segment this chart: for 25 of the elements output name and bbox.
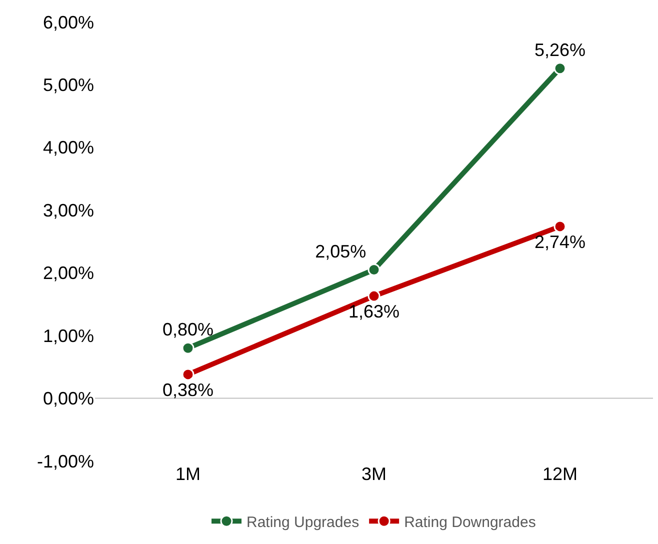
point (554, 62, 566, 75)
point (368, 263, 380, 276)
point (182, 368, 194, 381)
y-tick-label: -1,00% (36, 451, 94, 472)
y-tick-label: 6,00% (42, 12, 94, 32)
data-label: 0,38% (162, 380, 214, 400)
data-label: 1,63% (348, 301, 400, 322)
data-label: 2,05% (315, 241, 366, 262)
x-tick-label: 3M (361, 464, 387, 484)
point (554, 220, 566, 233)
x-tick-label: 12M (542, 464, 578, 484)
point (368, 290, 380, 302)
legend-label: Rating Downgrades (404, 514, 536, 531)
data-label: 5,26% (534, 40, 586, 60)
data-label: 2,74% (534, 232, 586, 252)
y-tick-label: 1,00% (42, 326, 94, 346)
y-tick-label: 0,00% (42, 388, 94, 409)
y-tick-label: 3,00% (42, 200, 94, 220)
legend-label: Rating Upgrades (246, 514, 360, 531)
y-tick-label: 4,00% (42, 138, 94, 158)
y-tick-label: 5,00% (42, 75, 94, 96)
data-label: 0,80% (162, 320, 214, 340)
y-tick-label: 2,00% (42, 263, 94, 284)
x-tick-label: 1M (175, 464, 201, 484)
point (182, 342, 194, 354)
